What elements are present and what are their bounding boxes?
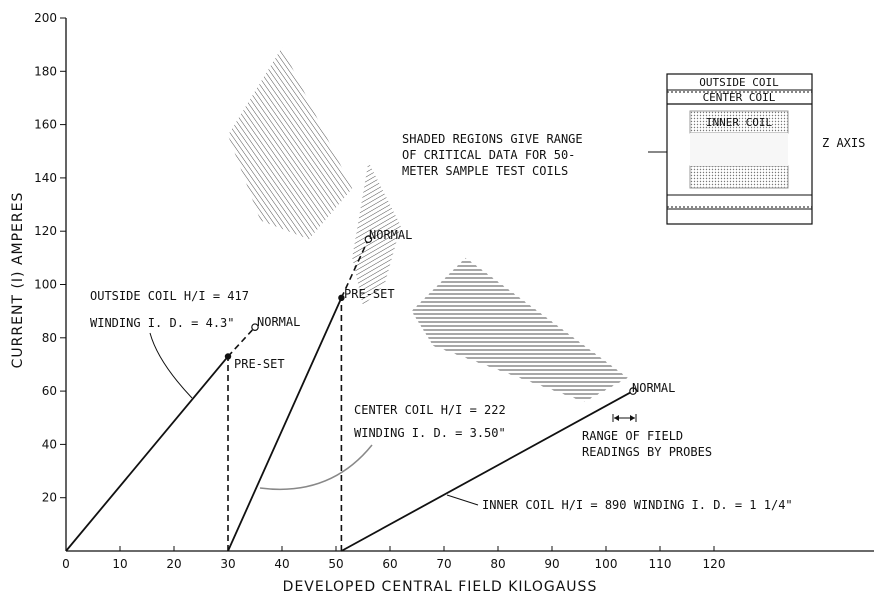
y-tick-label-20: 20 [42,491,57,505]
x-tick-label-110: 110 [649,557,672,571]
y-tick-label-180: 180 [34,64,57,78]
inset-center-coil-label: CENTER COIL [703,91,776,104]
shaded-region-2 [352,161,401,306]
center-coil-extension [340,238,370,299]
outside-coil-leader [149,332,193,399]
inset-inner-coil-label: INNER COIL [706,116,773,129]
center-coil-line [227,297,343,552]
y-axis-title: CURRENT (I) AMPERES [10,192,26,369]
range-note-line-1: RANGE OF FIELD [582,429,683,443]
y-tick-label-160: 160 [34,118,57,132]
x-tick-label-70: 70 [436,557,451,571]
shaded-region-3 [411,257,628,402]
shaded-note-line-3: METER SAMPLE TEST COILS [402,164,568,178]
outside-preset-point [224,353,232,360]
range-note-line-2: READINGS BY PROBES [582,445,712,459]
center-normal-label: NORMAL [369,228,412,242]
shaded-note-line-1: SHADED REGIONS GIVE RANGE [402,132,583,146]
shaded-regions [228,47,628,402]
x-tick-label-80: 80 [490,557,505,571]
outside-coil-label: OUTSIDE COIL H/I = 417 [90,289,249,303]
inset-outside-coil-label: OUTSIDE COIL [699,76,779,89]
x-tick-label-0: 0 [62,557,70,571]
x-axis-title: DEVELOPED CENTRAL FIELD KILOGAUSS [283,579,598,595]
center-coil-winding: WINDING I. D. = 3.50" [354,426,506,440]
outside-coil-line [65,355,229,552]
center-preset-label: PRE-SET [344,287,395,301]
outside-normal-label: NORMAL [257,315,300,329]
y-tick-label-60: 60 [42,384,57,398]
center-coil-leader [259,444,373,491]
outside-coil-extension [227,326,256,357]
range-bracket [612,414,637,422]
x-tick-label-40: 40 [274,557,289,571]
y-tick-label-200: 200 [34,11,57,25]
inner-coil-label: INNER COIL H/I = 890 WINDING I. D. = 1 1… [482,498,793,512]
y-tick-label-120: 120 [34,224,57,238]
outside-normal-point [251,323,259,331]
outside-coil-winding: WINDING I. D. = 4.3" [90,316,235,330]
inner-normal-point [629,387,637,395]
x-tick-label-30: 30 [220,557,235,571]
y-ticks: 20 40 60 80 100 120 140 160 180 200 [34,11,66,505]
shaded-note-line-2: OF CRITICAL DATA FOR 50- [402,148,575,162]
x-tick-label-90: 90 [544,557,559,571]
x-tick-label-20: 20 [166,557,181,571]
outside-preset-label: PRE-SET [234,357,285,371]
series-lines [65,235,637,552]
x-tick-label-10: 10 [112,557,127,571]
x-tick-label-100: 100 [595,557,618,571]
x-ticks: 0 10 20 30 40 50 60 70 80 90 100 110 120 [62,546,725,571]
center-coil-label: CENTER COIL H/I = 222 [354,403,506,417]
center-preset-point [338,294,345,302]
inner-coil-line [340,390,634,552]
inner-coil-leader [446,494,479,506]
coil-cross-section-inset: OUTSIDE COIL CENTER COIL INNER COIL Z AX… [648,73,865,225]
center-normal-point [364,235,373,243]
y-tick-label-80: 80 [42,331,57,345]
shaded-region-1 [228,47,353,240]
y-tick-label-40: 40 [42,437,57,451]
y-tick-label-140: 140 [34,171,57,185]
y-tick-label-100: 100 [34,278,57,292]
inner-normal-label: NORMAL [632,381,675,395]
x-tick-label-60: 60 [382,557,397,571]
x-tick-label-50: 50 [328,557,343,571]
x-tick-label-120: 120 [703,557,726,571]
inset-z-axis-label: Z AXIS [822,136,865,150]
